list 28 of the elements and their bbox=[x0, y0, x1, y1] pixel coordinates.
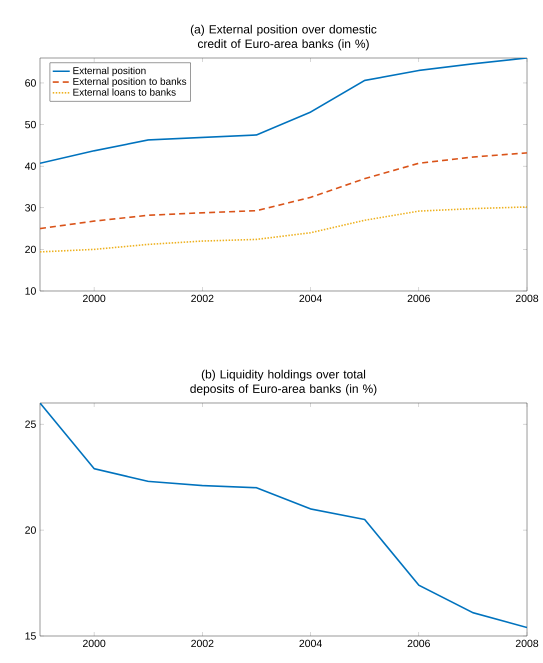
chart-title: (a) External position over domestic credit of Euro-area banks (in %) bbox=[190, 24, 377, 50]
chart-title: (b) Liquidity holdings over total deposits of Euro-area banks (in %) bbox=[190, 370, 376, 396]
line-series bbox=[40, 58, 528, 164]
y-tick-label: 25 bbox=[25, 420, 36, 428]
x-tick-label: 2002 bbox=[191, 640, 214, 648]
x-tick-label: 2008 bbox=[516, 640, 538, 648]
x-tick-label: 2008 bbox=[516, 294, 538, 302]
y-tick-label: 20 bbox=[25, 526, 36, 534]
y-tick-label: 20 bbox=[25, 246, 36, 254]
x-tick-label: 2004 bbox=[299, 640, 322, 648]
legend-label: External loans to banks bbox=[73, 88, 176, 96]
y-tick-label: 50 bbox=[25, 120, 36, 128]
y-tick-label: 30 bbox=[25, 204, 36, 212]
line-series bbox=[40, 402, 528, 628]
y-tick-label: 60 bbox=[25, 79, 36, 87]
x-tick-label: 2000 bbox=[83, 640, 106, 648]
x-tick-label: 2004 bbox=[299, 294, 322, 302]
x-tick-label: 2006 bbox=[408, 294, 430, 302]
y-tick-label: 40 bbox=[24, 162, 36, 170]
y-tick-label: 10 bbox=[25, 287, 36, 295]
x-tick-label: 2006 bbox=[408, 640, 430, 648]
legend-label: External position to banks bbox=[73, 78, 186, 87]
line-series bbox=[40, 152, 528, 230]
line-series bbox=[40, 206, 528, 253]
x-tick-label: 2000 bbox=[83, 294, 106, 302]
legend-label: External position bbox=[73, 66, 146, 76]
x-tick-label: 2002 bbox=[191, 294, 214, 302]
y-tick-label: 15 bbox=[25, 632, 36, 640]
